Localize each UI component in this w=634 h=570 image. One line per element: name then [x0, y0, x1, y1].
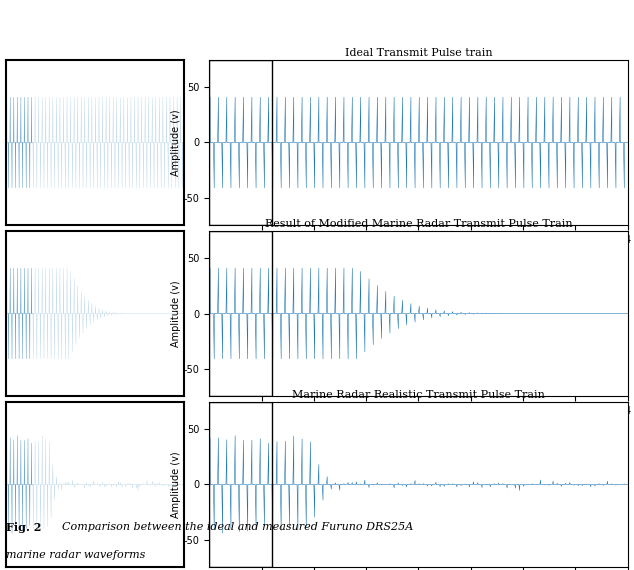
Text: $\times10^5$: $\times10^5$: [601, 426, 628, 439]
Bar: [209, 60, 272, 225]
Text: marine radar waveforms: marine radar waveforms: [6, 550, 146, 560]
Bar: [209, 402, 272, 567]
X-axis label: Samples (S/sec): Samples (S/sec): [379, 247, 458, 258]
Title: Result of Modified Marine Radar Transmit Pulse Train: Result of Modified Marine Radar Transmit…: [264, 219, 573, 229]
Title: Marine Radar Realistic Transmit Pulse Train: Marine Radar Realistic Transmit Pulse Tr…: [292, 390, 545, 400]
Y-axis label: Amplitude (v): Amplitude (v): [171, 451, 181, 518]
Y-axis label: Amplitude (v): Amplitude (v): [171, 109, 181, 176]
Text: $\times10^5$: $\times10^5$: [601, 255, 628, 268]
Title: Ideal Transmit Pulse train: Ideal Transmit Pulse train: [345, 48, 492, 58]
X-axis label: Samples (S/sec): Samples (S/sec): [379, 418, 458, 429]
Bar: [209, 231, 272, 396]
Text: Comparison between the ideal and measured Furuno DRS25A: Comparison between the ideal and measure…: [62, 522, 413, 532]
Y-axis label: Amplitude (v): Amplitude (v): [171, 280, 181, 347]
Text: Fig. 2: Fig. 2: [6, 522, 42, 532]
